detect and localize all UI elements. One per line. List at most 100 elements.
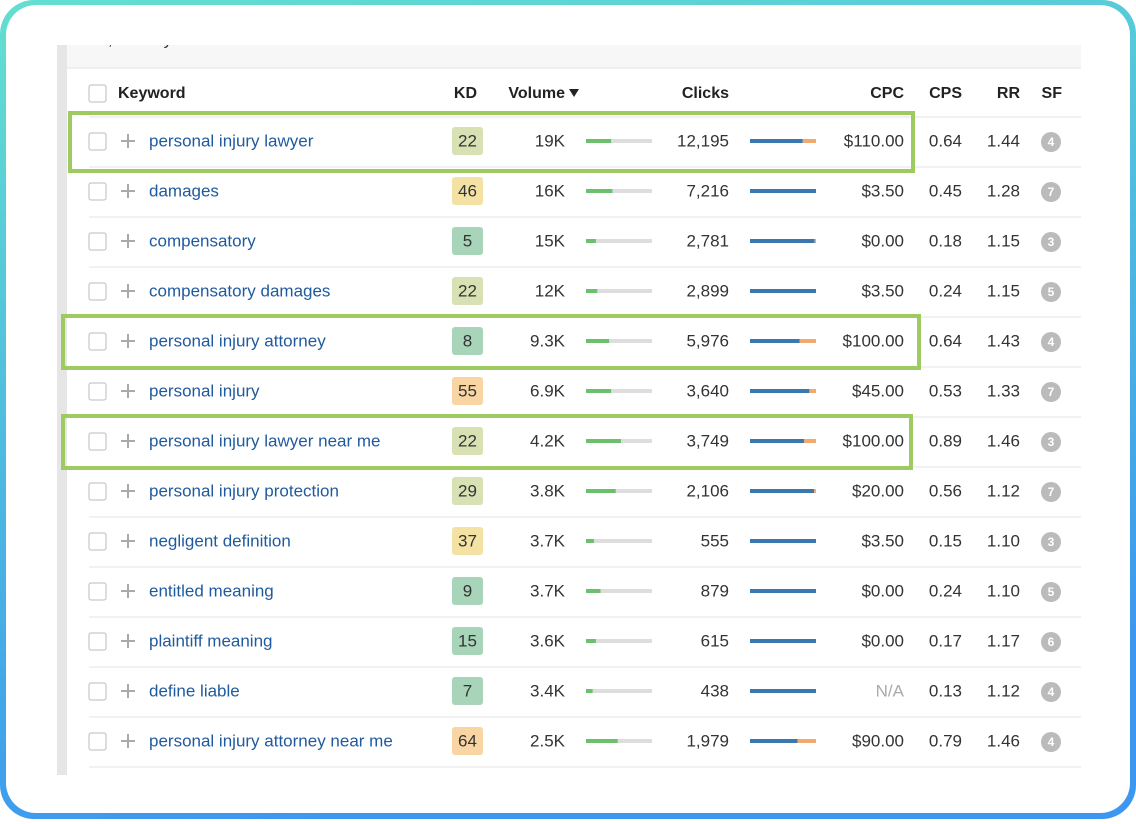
clicks: 5,976 (686, 331, 729, 350)
rr: 1.44 (987, 131, 1020, 150)
checkbox[interactable] (89, 633, 106, 650)
col-header[interactable]: CPS (929, 85, 962, 102)
clicks-bar (750, 639, 816, 643)
rr: 1.12 (987, 481, 1020, 500)
col-header[interactable]: Keyword (118, 85, 186, 102)
clicks-bar (750, 539, 816, 543)
clicks: 2,781 (686, 231, 729, 250)
cps: 0.64 (929, 131, 962, 150)
volume-bar (586, 239, 596, 243)
clicks-bar (750, 289, 816, 293)
sf: 4 (1048, 135, 1055, 149)
keyword[interactable]: personal injury lawyer near me (149, 431, 381, 450)
checkbox[interactable] (89, 233, 106, 250)
volume: 12K (535, 281, 566, 300)
cpc: $0.00 (861, 581, 904, 600)
kd: 37 (458, 531, 477, 550)
paid-bar (814, 489, 816, 493)
clicks-bar (750, 189, 816, 193)
paid-bar (809, 389, 816, 393)
checkbox[interactable] (89, 583, 106, 600)
col-header[interactable]: Clicks (682, 85, 729, 102)
sf: 7 (1048, 485, 1055, 499)
sf: 4 (1048, 735, 1055, 749)
cpc: $20.00 (852, 481, 904, 500)
checkbox[interactable] (89, 183, 106, 200)
checkbox[interactable] (89, 333, 106, 350)
volume: 3.8K (530, 481, 566, 500)
keyword[interactable]: define liable (149, 681, 240, 700)
clicks-bar (750, 689, 816, 693)
checkbox[interactable] (89, 133, 106, 150)
volume-bar (586, 739, 618, 743)
cps: 0.17 (929, 631, 962, 650)
cpc: $45.00 (852, 381, 904, 400)
volume-bar (586, 589, 601, 593)
checkbox[interactable] (89, 283, 106, 300)
sf: 7 (1048, 385, 1055, 399)
kd: 7 (463, 681, 472, 700)
kd: 46 (458, 181, 477, 200)
volume: 4.2K (530, 431, 566, 450)
volume-bar (586, 139, 611, 143)
kd: 8 (463, 331, 472, 350)
volume: 16K (535, 181, 566, 200)
clicks-bar (750, 439, 804, 443)
clicks: 7,216 (686, 181, 729, 200)
cpc: $3.50 (861, 531, 904, 550)
clicks: 3,749 (686, 431, 729, 450)
keyword[interactable]: personal injury attorney near me (149, 731, 393, 750)
checkbox[interactable] (89, 683, 106, 700)
clicks-bar (750, 489, 814, 493)
cpc: $0.00 (861, 631, 904, 650)
rr: 1.46 (987, 431, 1020, 450)
cpc: $100.00 (843, 331, 904, 350)
clicks-bar (750, 589, 816, 593)
sf: 3 (1048, 435, 1055, 449)
cps: 0.56 (929, 481, 962, 500)
clicks: 615 (701, 631, 729, 650)
volume: 9.3K (530, 331, 566, 350)
col-header[interactable]: SF (1042, 85, 1063, 102)
volume: 19K (535, 131, 566, 150)
keyword[interactable]: personal injury attorney (149, 331, 326, 350)
checkbox[interactable] (89, 383, 106, 400)
kd: 55 (458, 381, 477, 400)
cps: 0.64 (929, 331, 962, 350)
volume: 3.7K (530, 581, 566, 600)
checkbox[interactable] (89, 733, 106, 750)
clicks: 12,195 (677, 131, 729, 150)
keyword[interactable]: compensatory (149, 231, 256, 250)
kd: 64 (458, 731, 477, 750)
volume: 6.9K (530, 381, 566, 400)
keyword[interactable]: personal injury lawyer (149, 131, 314, 150)
col-header[interactable]: Volume (508, 85, 565, 102)
keyword[interactable]: compensatory damages (149, 281, 330, 300)
rr: 1.33 (987, 381, 1020, 400)
keyword[interactable]: personal injury protection (149, 481, 339, 500)
col-header[interactable]: KD (454, 85, 477, 102)
cps: 0.15 (929, 531, 962, 550)
cps: 0.79 (929, 731, 962, 750)
kd: 5 (463, 231, 472, 250)
checkbox[interactable] (89, 483, 106, 500)
sf: 7 (1048, 185, 1055, 199)
checkbox[interactable] (89, 533, 106, 550)
col-header[interactable]: RR (997, 85, 1021, 102)
keyword[interactable]: plaintiff meaning (149, 631, 273, 650)
cpc: $90.00 (852, 731, 904, 750)
rr: 1.28 (987, 181, 1020, 200)
checkbox[interactable] (89, 433, 106, 450)
keyword[interactable]: personal injury (149, 381, 260, 400)
keyword[interactable]: negligent definition (149, 531, 291, 550)
cpc: N/A (876, 681, 905, 700)
rr: 1.17 (987, 631, 1020, 650)
keyword[interactable]: entitled meaning (149, 581, 274, 600)
volume: 3.4K (530, 681, 566, 700)
kd: 22 (458, 281, 477, 300)
sf: 5 (1048, 585, 1055, 599)
rr: 1.15 (987, 281, 1020, 300)
select-all[interactable] (89, 85, 106, 102)
col-header[interactable]: CPC (870, 85, 904, 102)
keyword[interactable]: damages (149, 181, 219, 200)
